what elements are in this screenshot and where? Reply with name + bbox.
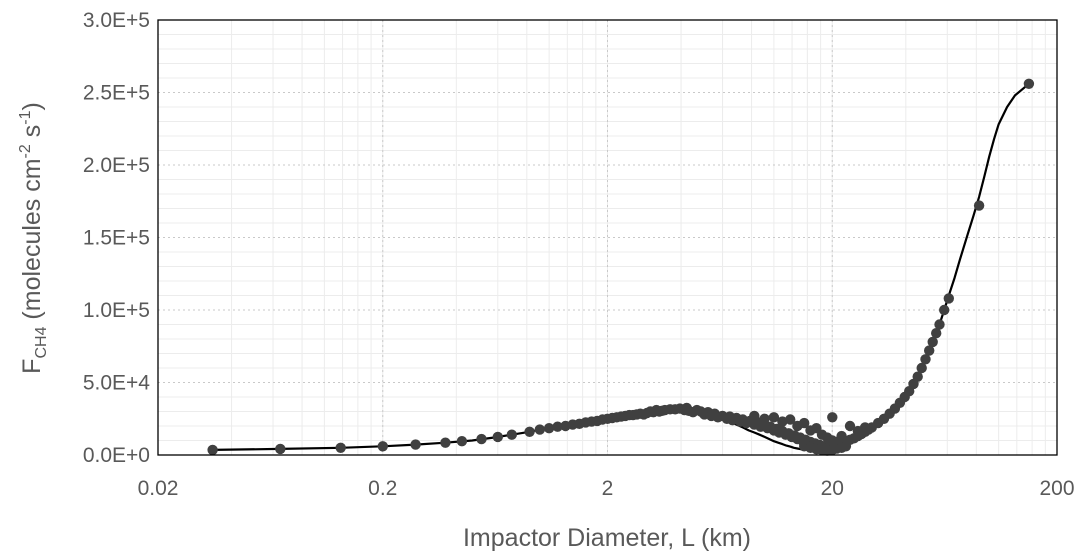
data-point: [840, 441, 852, 452]
data-point: [859, 422, 871, 433]
x-tick-label: 2: [602, 477, 614, 500]
data-point: [335, 442, 346, 453]
data-point: [410, 439, 421, 450]
data-point: [492, 431, 503, 443]
data-point: [934, 319, 945, 330]
x-tick-label: 20: [821, 477, 844, 500]
y-tick-label: 3.0E+5: [83, 9, 150, 32]
y-axis-tick-labels: 0.0E+0 5.0E+4 1.0E+5 1.5E+5 2.0E+5 2.5E+5 3.0E…: [83, 9, 150, 467]
data-point: [524, 426, 535, 437]
data-point: [785, 414, 796, 425]
data-point: [939, 304, 950, 316]
data-point: [799, 417, 810, 429]
data-point: [543, 423, 555, 434]
y-tick-label: 2.0E+5: [83, 154, 150, 177]
data-point: [827, 412, 838, 423]
data-point: [275, 443, 286, 455]
y-axis-title-post: ): [18, 102, 46, 110]
y-axis-title: FCH4 (molecules cm-2 s-1): [17, 102, 50, 374]
data-point: [920, 354, 931, 365]
data-point: [552, 421, 563, 432]
data-point: [844, 420, 856, 432]
data-point: [943, 293, 954, 304]
y-tick-label: 1.5E+5: [83, 227, 150, 250]
x-axis-tick-labels: 0.02 0.2 2 20 200: [138, 477, 1075, 500]
x-tick-label: 0.2: [368, 477, 397, 500]
data-point: [377, 441, 388, 452]
data-point: [1023, 78, 1035, 90]
x-tick-label: 0.02: [138, 477, 179, 500]
y-axis-title-main: F: [18, 359, 46, 374]
x-tick-label: 200: [1039, 477, 1074, 500]
y-axis-title-sup1: -2: [17, 144, 34, 158]
data-point: [912, 371, 923, 382]
data-points: [207, 78, 1035, 456]
y-tick-label: 2.5E+5: [83, 82, 150, 105]
data-point: [924, 345, 935, 356]
data-point: [931, 328, 942, 339]
y-axis-title-sup2: -1: [17, 110, 34, 124]
data-point: [207, 444, 218, 456]
data-point: [749, 410, 760, 422]
y-axis-title-pre: (molecules cm: [18, 158, 46, 326]
data-point: [476, 433, 487, 445]
data-point: [927, 336, 938, 348]
data-point: [506, 429, 517, 440]
data-point: [777, 416, 788, 427]
data-point: [768, 412, 780, 423]
data-point: [534, 424, 545, 435]
plot-area-frame: [157, 19, 1058, 456]
data-point: [916, 362, 927, 374]
y-axis-title-subscript: CH4: [33, 326, 50, 358]
data-point: [759, 413, 770, 424]
y-tick-label: 1.0E+5: [83, 299, 150, 322]
data-point: [836, 430, 847, 442]
data-point: [456, 436, 468, 447]
x-axis-title: Impactor Diameter, L (km): [463, 524, 751, 552]
data-point: [440, 437, 451, 448]
y-axis-title-mid: s: [18, 125, 46, 144]
y-tick-label: 5.0E+4: [83, 372, 150, 395]
data-point: [973, 200, 985, 211]
y-tick-label: 0.0E+0: [83, 444, 150, 467]
